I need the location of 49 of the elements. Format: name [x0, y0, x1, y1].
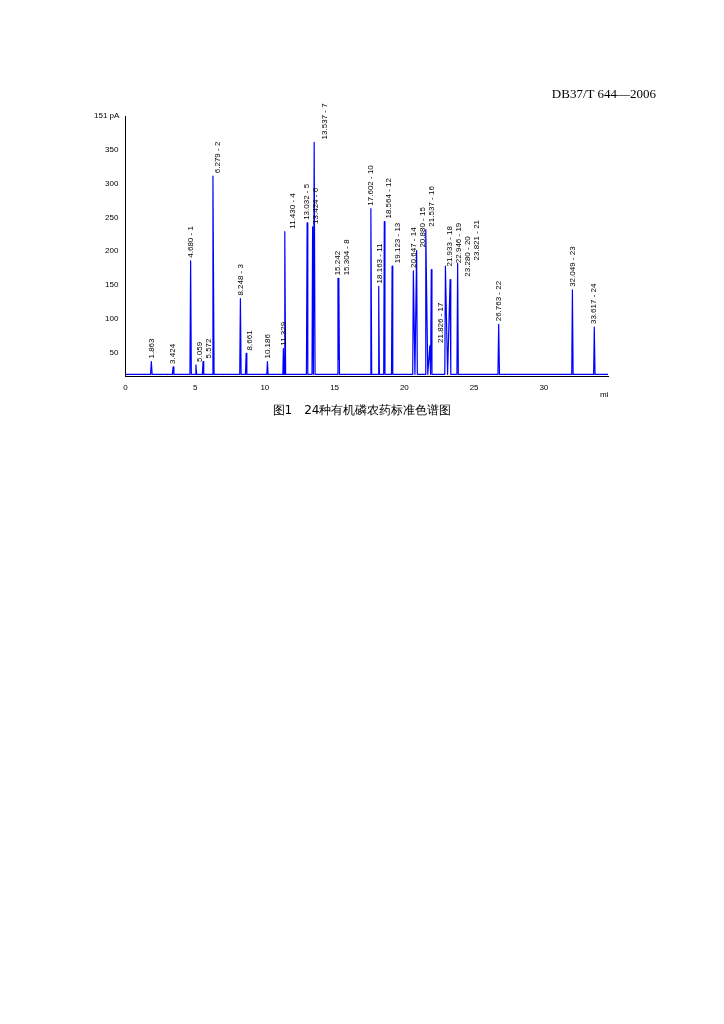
- annotation: 15.242: [333, 250, 343, 276]
- annotation: 20.880 - 15: [417, 206, 427, 248]
- annotation: 4.680 - 1: [185, 225, 195, 258]
- y-tick-label: 100: [104, 314, 119, 324]
- annotation: 23.280 - 20: [462, 235, 472, 277]
- x-tick-label: 30: [539, 383, 549, 393]
- x-tick-label: 0: [123, 383, 129, 393]
- annotation: 23.821 - 21: [471, 219, 481, 261]
- annotation: 18.564 - 12: [384, 177, 394, 219]
- annotation: 15.304 - 8: [342, 238, 352, 276]
- y-tick-label: 250: [104, 212, 119, 222]
- text: DB37/T 644—2006: [551, 86, 656, 102]
- annotation: 1.863: [146, 337, 156, 359]
- annotation: 10.186: [262, 333, 272, 359]
- annotation: 8.661: [244, 329, 254, 351]
- annotation: 5.572: [203, 337, 213, 359]
- annotation: 17.602 - 10: [366, 164, 376, 206]
- text: 图1 24种有机磷农药标准色谱图: [271, 402, 453, 419]
- annotation: 20.647 - 14: [408, 226, 418, 268]
- y-tick-label: 50: [109, 347, 119, 357]
- annotation: 3.424: [168, 343, 178, 364]
- x-axis-title: mi: [600, 389, 609, 399]
- annotation: 19.123 - 13: [393, 222, 403, 264]
- annotation: 32.049 - 23: [567, 245, 577, 287]
- annotation: 5.059: [194, 341, 204, 362]
- x-tick-label: 15: [330, 383, 340, 393]
- annotation: 22.946 - 19: [453, 222, 463, 264]
- x-tick-label: 20: [399, 383, 410, 393]
- annotation: 21.537 - 16: [426, 185, 436, 227]
- x-tick-label: 5: [192, 383, 198, 393]
- annotation: 11.430 - 4: [287, 192, 297, 229]
- x-tick-label: 25: [469, 383, 480, 393]
- y-axis-title: 151 pA: [93, 111, 121, 121]
- annotation: 8.248 - 3: [235, 263, 245, 296]
- annotation: 18.163 - 11: [375, 243, 385, 284]
- y-tick-label: 350: [104, 145, 119, 155]
- x-tick-label: 10: [260, 383, 270, 393]
- annotation: 21.826 - 17: [435, 301, 445, 343]
- annotation: 33.617 - 24: [589, 283, 599, 325]
- y-tick-label: 200: [104, 246, 119, 256]
- y-tick-label: 300: [104, 178, 119, 188]
- annotation: 13.537 - 7: [320, 102, 330, 140]
- y-tick-label: 150: [104, 280, 119, 290]
- annotation: 11.329: [278, 321, 288, 346]
- annotation: 21.933 - 18: [444, 225, 454, 267]
- annotation: 13.424 - 6: [311, 187, 321, 224]
- annotation: 26.763 - 22: [493, 280, 503, 322]
- annotation: 6.279 - 2: [212, 141, 222, 174]
- annotation: 13.032 - 5: [302, 183, 312, 220]
